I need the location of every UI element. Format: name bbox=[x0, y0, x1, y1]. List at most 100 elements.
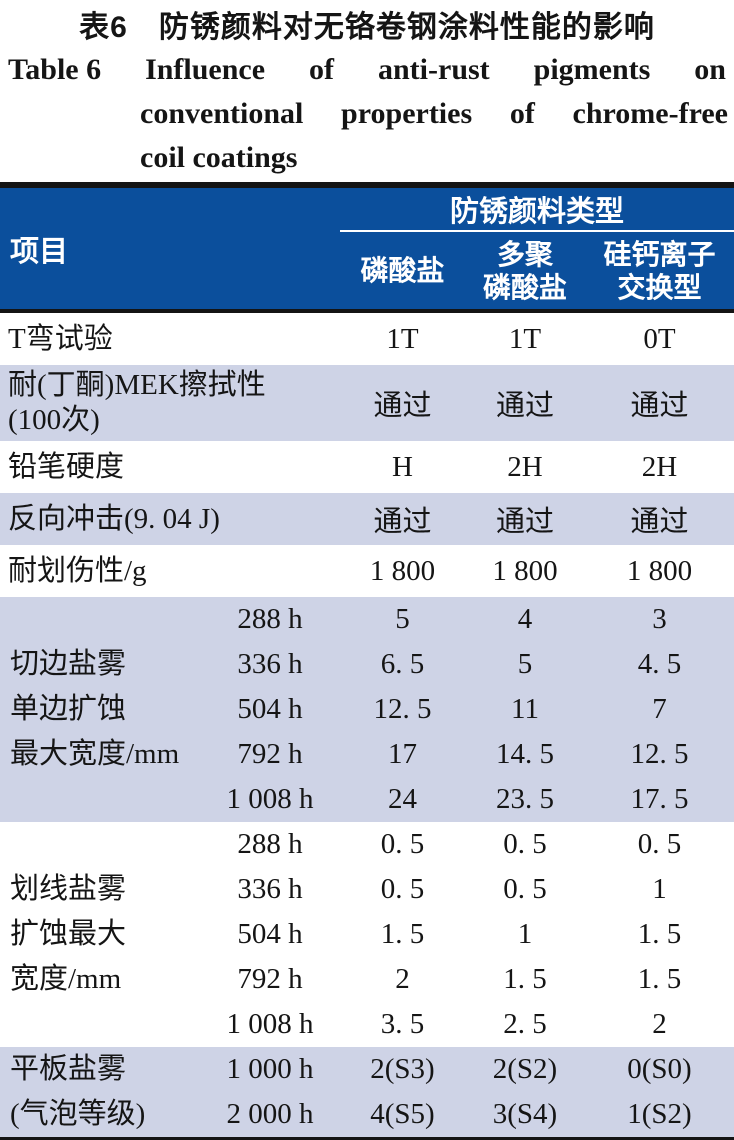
table-group-scribe-salt-spray: 划线盐雾 扩蚀最大 宽度/mm 288 h 0. 5 0. 5 0. 5 336… bbox=[0, 822, 734, 1047]
caption-word: Influence bbox=[145, 53, 266, 86]
row-label: 铅笔硬度 bbox=[8, 450, 125, 483]
cell-value: 1T bbox=[386, 322, 419, 355]
table-row: 1 000 h 2(S3) 2(S2) 0(S0) bbox=[200, 1047, 734, 1092]
cell-value: 1. 5 bbox=[380, 918, 425, 950]
caption-word: anti-rust bbox=[378, 53, 490, 86]
cell-value: 12. 5 bbox=[630, 738, 689, 770]
time-cell: 792 h bbox=[237, 963, 303, 995]
table-row: 504 h 1. 5 1 1. 5 bbox=[200, 912, 734, 957]
cell-value: 0. 5 bbox=[637, 828, 682, 860]
table-row: 792 h 17 14. 5 12. 5 bbox=[200, 732, 734, 777]
cell-value: 0. 5 bbox=[503, 828, 547, 860]
cell-value: 1T bbox=[508, 322, 542, 355]
cell-value: 17 bbox=[388, 738, 417, 770]
table-group-cut-edge-salt-spray: 切边盐雾 单边扩蚀 最大宽度/mm 288 h 5 4 3 336 h 6. 5… bbox=[0, 597, 734, 822]
row-label: T弯试验 bbox=[8, 322, 113, 355]
time-cell: 1 008 h bbox=[226, 783, 314, 815]
table-row: 耐(丁酮)MEK擦拭性 (100次) 通过 通过 通过 bbox=[0, 365, 734, 441]
row-label: 反向冲击(9. 04 J) bbox=[8, 502, 220, 535]
row-label: 耐(丁酮)MEK擦拭性 (100次) bbox=[8, 369, 266, 436]
cell-value: 4 bbox=[517, 603, 533, 635]
cell-value: 2 bbox=[395, 963, 410, 995]
table-row: 336 h 6. 5 5 4. 5 bbox=[200, 642, 734, 687]
cell-value: 1(S2) bbox=[627, 1098, 692, 1130]
results-table: 项目 防锈颜料类型 磷酸盐 多聚 磷酸盐 硅钙离子 交换型 T弯试验 1T 1T… bbox=[0, 182, 734, 1140]
caption-word: chrome-free bbox=[572, 97, 728, 130]
time-cell: 1 000 h bbox=[226, 1053, 314, 1085]
table-row: 1 008 h 24 23. 5 17. 5 bbox=[200, 777, 734, 822]
cell-value: 1 800 bbox=[492, 554, 558, 587]
header-col-phosphate: 磷酸盐 bbox=[360, 255, 445, 286]
table-header: 项目 防锈颜料类型 磷酸盐 多聚 磷酸盐 硅钙离子 交换型 bbox=[0, 188, 734, 313]
caption-word: Table 6 bbox=[8, 53, 102, 86]
caption-word: on bbox=[694, 53, 726, 86]
cell-value: 2. 5 bbox=[503, 1008, 547, 1040]
cell-value: 通过 bbox=[630, 506, 689, 538]
time-cell: 336 h bbox=[237, 873, 303, 905]
table-row: 288 h 5 4 3 bbox=[200, 597, 734, 642]
table-row: 铅笔硬度 H 2H 2H bbox=[0, 441, 734, 493]
cell-value: 1 bbox=[652, 873, 667, 905]
cell-value: 3(S4) bbox=[492, 1098, 558, 1130]
cell-value: 1 800 bbox=[626, 554, 693, 587]
header-col-polyphosphate: 多聚 磷酸盐 bbox=[482, 238, 567, 303]
group-rows: 1 000 h 2(S3) 2(S2) 0(S0) 2 000 h 4(S5) … bbox=[200, 1047, 734, 1137]
group-label: 划线盐雾 扩蚀最大 宽度/mm bbox=[10, 873, 127, 995]
table-row: 耐划伤性/g 1 800 1 800 1 800 bbox=[0, 545, 734, 597]
cell-value: 通过 bbox=[373, 506, 432, 538]
header-subcolumns: 磷酸盐 多聚 磷酸盐 硅钙离子 交换型 bbox=[340, 232, 734, 309]
time-cell: 336 h bbox=[237, 648, 303, 680]
cell-value: 1. 5 bbox=[503, 963, 547, 995]
table-row: 504 h 12. 5 11 7 bbox=[200, 687, 734, 732]
table-row: 1 008 h 3. 5 2. 5 2 bbox=[200, 1002, 734, 1047]
header-pigment-types: 防锈颜料类型 磷酸盐 多聚 磷酸盐 硅钙离子 交换型 bbox=[340, 188, 734, 309]
cell-value: 通过 bbox=[630, 390, 689, 422]
caption-word: of bbox=[309, 53, 335, 86]
cell-value: 6. 5 bbox=[380, 648, 425, 680]
cell-value: 7 bbox=[652, 693, 667, 725]
time-cell: 288 h bbox=[237, 603, 303, 635]
caption-word: pigments bbox=[533, 53, 651, 86]
cell-value: 17. 5 bbox=[630, 783, 689, 815]
cell-value: 2 bbox=[652, 1008, 667, 1040]
header-col-ion-exchange: 硅钙离子 交换型 bbox=[603, 238, 716, 303]
cell-value: 4(S5) bbox=[370, 1098, 435, 1130]
cell-value: 通过 bbox=[373, 390, 432, 422]
header-group-title: 防锈颜料类型 bbox=[340, 188, 734, 232]
table-row: 288 h 0. 5 0. 5 0. 5 bbox=[200, 822, 734, 867]
cell-value: 4. 5 bbox=[637, 648, 682, 680]
table-group-flat-panel-salt-spray: 平板盐雾 (气泡等级) 1 000 h 2(S3) 2(S2) 0(S0) 2 … bbox=[0, 1047, 734, 1137]
time-cell: 504 h bbox=[237, 918, 303, 950]
cell-value: 5 bbox=[517, 648, 533, 680]
cell-value: H bbox=[392, 450, 413, 483]
time-cell: 1 008 h bbox=[226, 1008, 314, 1040]
caption-en-line-3: coil coatings bbox=[140, 141, 298, 174]
table-row: T弯试验 1T 1T 0T bbox=[0, 313, 734, 365]
cell-value: 12. 5 bbox=[373, 693, 432, 725]
cell-value: 1 bbox=[517, 918, 533, 950]
cell-value: 0. 5 bbox=[503, 873, 547, 905]
caption-en-line-1: Table 6 Influence of anti-rust pigments … bbox=[8, 48, 726, 92]
cell-value: 1. 5 bbox=[637, 963, 682, 995]
header-item-cell: 项目 bbox=[10, 235, 69, 268]
group-rows: 288 h 0. 5 0. 5 0. 5 336 h 0. 5 0. 5 1 5… bbox=[200, 822, 734, 1047]
cell-value: 5 bbox=[395, 603, 410, 635]
caption-word: of bbox=[509, 97, 535, 130]
cell-value: 2H bbox=[641, 450, 678, 483]
cell-value: 2H bbox=[507, 450, 543, 483]
cell-value: 3 bbox=[652, 603, 667, 635]
cell-value: 2(S3) bbox=[370, 1053, 435, 1085]
caption-word: conventional bbox=[140, 97, 304, 130]
table-caption-en: Table 6 Influence of anti-rust pigments … bbox=[0, 48, 734, 180]
paper-table-page: 表6 防锈颜料对无铬卷钢涂料性能的影响 Table 6 Influence of… bbox=[0, 8, 734, 1140]
table-row: 792 h 2 1. 5 1. 5 bbox=[200, 957, 734, 1002]
time-cell: 504 h bbox=[237, 693, 303, 725]
table-row: 反向冲击(9. 04 J) 通过 通过 通过 bbox=[0, 493, 734, 545]
caption-word: properties bbox=[341, 97, 473, 130]
cell-value: 1 800 bbox=[369, 554, 436, 587]
cell-value: 0T bbox=[643, 322, 676, 355]
row-label: 耐划伤性/g bbox=[8, 554, 147, 587]
cell-value: 2(S2) bbox=[492, 1053, 558, 1085]
cell-value: 0. 5 bbox=[380, 828, 425, 860]
table-row: 2 000 h 4(S5) 3(S4) 1(S2) bbox=[200, 1092, 734, 1137]
